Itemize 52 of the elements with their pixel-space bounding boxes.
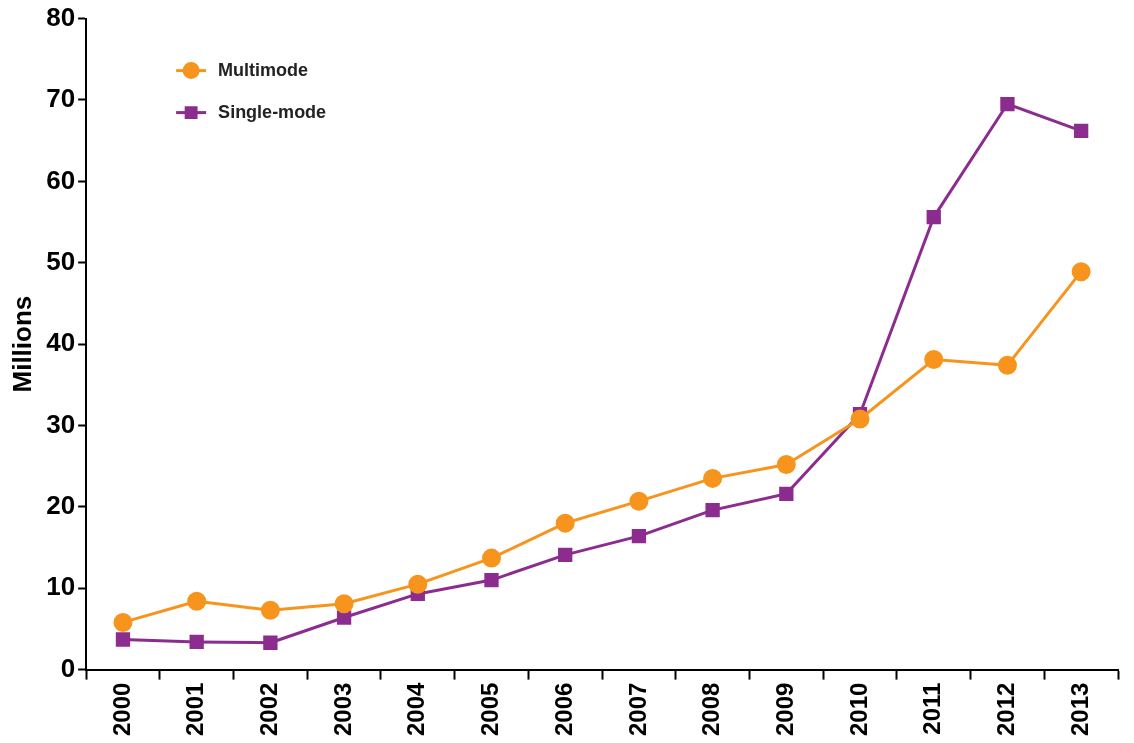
y-axis-title: Millions: [6, 295, 37, 393]
point: [1073, 123, 1089, 139]
x-tick-label: 2011: [918, 682, 946, 735]
point: [850, 409, 870, 429]
point: [336, 610, 352, 625]
x-tick-label: 2009: [770, 682, 798, 736]
y-tick-label: 10: [46, 571, 76, 602]
x-tick-label: 2004: [402, 681, 430, 736]
point: [187, 591, 207, 611]
x-tick-label: 2012: [992, 682, 1020, 736]
x-tick-label: 2000: [107, 682, 135, 736]
y-tick-label: 20: [46, 490, 76, 521]
y-tick-label: 70: [46, 83, 76, 114]
x-tick-label: 2010: [844, 682, 872, 736]
x-tick-label: 2008: [697, 682, 725, 736]
x-tick-label: 2002: [255, 682, 283, 736]
y-tick-label: 50: [46, 245, 76, 276]
point: [703, 468, 723, 488]
point: [484, 572, 499, 588]
x-tick-label: 2003: [328, 682, 356, 736]
x-tick-label: 2005: [476, 682, 504, 736]
point: [334, 594, 354, 614]
point: [263, 635, 278, 650]
point: [779, 486, 794, 501]
x-tick-label: 2001: [181, 682, 209, 736]
y-tick-label: 0: [60, 652, 76, 683]
y-tick-label: 30: [46, 408, 76, 439]
point: [555, 513, 575, 533]
x-tick-label: 2013: [1065, 682, 1093, 736]
point: [924, 350, 944, 370]
point: [926, 210, 941, 225]
legend-label: Single-mode: [218, 101, 327, 122]
point: [1000, 96, 1015, 112]
point: [776, 455, 796, 475]
y-tick-label: 60: [46, 164, 76, 195]
legend-label: Multimode: [218, 59, 309, 80]
point: [482, 548, 501, 568]
point: [631, 529, 647, 544]
point: [260, 600, 280, 620]
y-tick-label: 80: [46, 1, 76, 32]
point: [408, 574, 428, 594]
point: [113, 612, 133, 632]
x-tick-label: 2007: [623, 682, 651, 736]
point: [1071, 262, 1091, 282]
point: [997, 355, 1017, 375]
x-tick-label: 2006: [549, 682, 577, 736]
point: [558, 547, 573, 563]
point: [629, 491, 649, 511]
y-tick-label: 40: [46, 327, 76, 358]
point: [705, 502, 720, 518]
point: [189, 634, 204, 650]
point: [115, 632, 131, 647]
